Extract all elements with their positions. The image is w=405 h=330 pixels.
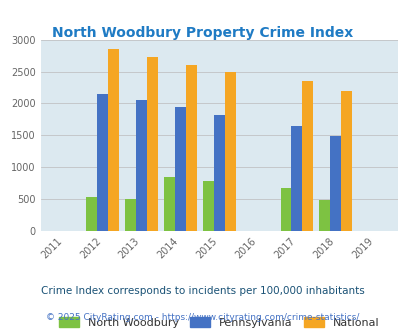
Bar <box>125 199 136 231</box>
Text: © 2025 CityRating.com - https://www.cityrating.com/crime-statistics/: © 2025 CityRating.com - https://www.city… <box>46 313 359 322</box>
Bar <box>108 49 119 231</box>
Bar <box>213 115 224 231</box>
Bar <box>86 197 97 231</box>
Bar <box>185 65 196 231</box>
Bar <box>340 91 351 231</box>
Text: North Woodbury Property Crime Index: North Woodbury Property Crime Index <box>52 26 353 40</box>
Bar <box>147 57 158 231</box>
Text: Crime Index corresponds to incidents per 100,000 inhabitants: Crime Index corresponds to incidents per… <box>41 286 364 296</box>
Legend: North Woodbury, Pennsylvania, National: North Woodbury, Pennsylvania, National <box>59 317 378 328</box>
Bar <box>202 181 213 231</box>
Bar <box>164 177 175 231</box>
Bar <box>97 94 108 231</box>
Bar <box>280 188 291 231</box>
Bar <box>302 81 312 231</box>
Bar <box>136 100 147 231</box>
Bar <box>330 136 340 231</box>
Bar <box>319 200 330 231</box>
Bar <box>291 126 302 231</box>
Bar <box>175 107 185 231</box>
Bar <box>224 72 235 231</box>
